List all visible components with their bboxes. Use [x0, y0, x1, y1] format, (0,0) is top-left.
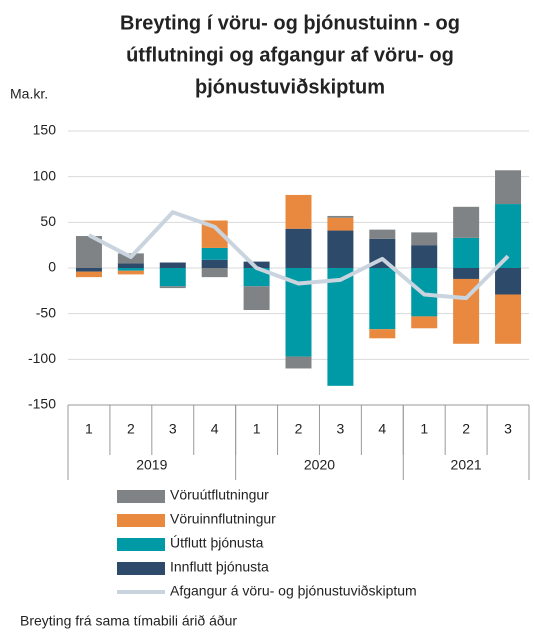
x-tick-label: 2 — [295, 421, 303, 437]
legend-label: Vöruinnflutningur — [170, 511, 276, 527]
bar-segment — [327, 215, 354, 218]
chart-title: útflutningi og afgangur af vöru- og — [126, 44, 454, 66]
chart-title: þjónustuviðskiptum — [195, 76, 385, 98]
group-label: 2021 — [451, 457, 482, 473]
bar-segment — [75, 271, 102, 278]
bar-segment — [495, 268, 522, 295]
y-tick-label: 100 — [33, 167, 57, 183]
legend-label: Útflutt þjónusta — [170, 535, 264, 551]
bar-segment — [117, 263, 144, 268]
bar-segment — [411, 245, 438, 268]
y-tick-label: -50 — [36, 304, 56, 320]
bar-segment — [369, 329, 396, 339]
footnote: Breyting frá sama tímabili árið áður — [20, 613, 237, 629]
bar-segment — [327, 268, 354, 386]
bar-segment — [243, 261, 270, 268]
x-tick-label: 1 — [253, 421, 261, 437]
bar-segment — [327, 217, 354, 231]
bar-segment — [495, 294, 522, 344]
legend-swatch — [117, 538, 165, 551]
y-tick-label: 0 — [48, 259, 56, 275]
legend-label: Afgangur á vöru- og þjónustuviðskiptum — [170, 583, 417, 599]
bar-segment — [285, 356, 312, 369]
x-tick-label: 1 — [420, 421, 428, 437]
y-tick-label: -100 — [28, 350, 56, 366]
y-axis-label: Ma.kr. — [10, 86, 48, 102]
x-tick-label: 3 — [337, 421, 345, 437]
group-label: 2019 — [136, 457, 167, 473]
bar-segment — [411, 316, 438, 329]
x-tick-label: 2 — [127, 421, 135, 437]
y-tick-label: 50 — [40, 213, 56, 229]
bar-segment — [159, 286, 186, 289]
bar-segment — [243, 268, 270, 287]
bar-segment — [285, 194, 312, 229]
bar-segment — [243, 286, 270, 311]
bar-segment — [117, 270, 144, 275]
bar-segment — [159, 262, 186, 268]
x-tick-label: 4 — [378, 421, 386, 437]
x-tick-label: 2 — [462, 421, 470, 437]
legend-swatch — [117, 514, 165, 527]
bar-segment — [453, 268, 480, 279]
bar-segment — [117, 268, 144, 271]
y-tick-label: -150 — [28, 396, 56, 412]
y-tick-label: 150 — [33, 122, 57, 138]
chart-title: Breyting í vöru- og þjónustuinn - og — [120, 12, 460, 34]
group-label: 2020 — [304, 457, 335, 473]
bar-segment — [453, 206, 480, 238]
x-tick-label: 3 — [169, 421, 177, 437]
x-tick-label: 3 — [504, 421, 512, 437]
legend-swatch — [117, 562, 165, 575]
bar-segment — [453, 237, 480, 268]
bar-segment — [369, 229, 396, 239]
legend-label: Innflutt þjónusta — [170, 559, 269, 575]
bar-segment — [285, 228, 312, 268]
bar-segment — [201, 268, 228, 278]
bar-segment — [201, 247, 228, 260]
bar-segment — [159, 268, 186, 287]
legend-label: Vöruútflutningur — [170, 487, 269, 503]
bar-segment — [75, 268, 102, 272]
bar-segment — [369, 268, 396, 330]
bar-segment — [327, 230, 354, 268]
x-tick-label: 1 — [85, 421, 93, 437]
bar-segment — [495, 170, 522, 205]
bar-segment — [411, 232, 438, 246]
bar-segment — [201, 259, 228, 268]
x-tick-label: 4 — [211, 421, 219, 437]
legend-swatch — [117, 490, 165, 503]
line-series — [88, 210, 510, 301]
